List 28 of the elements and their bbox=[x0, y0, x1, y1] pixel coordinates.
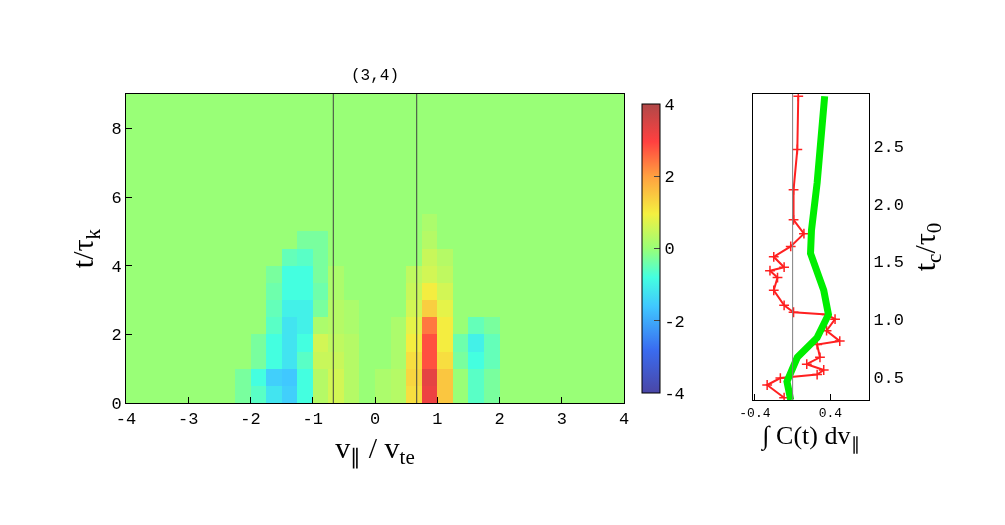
y-tick-label: 8 bbox=[111, 120, 122, 140]
y2-tick-label: 2.5 bbox=[873, 137, 905, 157]
color-bar-label: -4 bbox=[664, 384, 685, 404]
y2-tick-label: 2.0 bbox=[873, 195, 905, 215]
chart-title: (3,4) bbox=[350, 67, 400, 85]
x-tick-label: -1 bbox=[302, 410, 323, 430]
x-tick-label: -2 bbox=[240, 410, 261, 430]
x-tick-label: -3 bbox=[178, 410, 199, 430]
x-tick-label: -4 bbox=[115, 410, 137, 430]
y-tick-label: 6 bbox=[111, 188, 122, 208]
y2-tick-label: 1.5 bbox=[873, 253, 905, 273]
x-tick-label: 1 bbox=[432, 410, 443, 430]
x-axis-title: v$_{∥}$ / v$_{te}$ bbox=[335, 430, 415, 470]
x-tick-label: 2 bbox=[494, 410, 505, 430]
y2-tick-label: 0.5 bbox=[873, 368, 905, 388]
x-tick-label: 0 bbox=[369, 410, 381, 430]
x-tick-label: 0.4 bbox=[818, 405, 843, 421]
color-bar-label: 0 bbox=[664, 240, 675, 260]
color-bar-label: 2 bbox=[664, 168, 675, 188]
y-tick-label: 2 bbox=[111, 326, 122, 346]
x-tick-label: 3 bbox=[556, 410, 567, 430]
x-tick-label: -0.4 bbox=[739, 405, 771, 421]
y-tick-label: 4 bbox=[111, 257, 122, 277]
x-axis-title: ∫ C(t) dv$_{∥}$ bbox=[760, 421, 860, 454]
y2-tick-label: 1.0 bbox=[873, 311, 905, 331]
color-bar-label: -2 bbox=[664, 312, 685, 332]
x-tick-label: 4 bbox=[618, 410, 630, 430]
color-bar-label: 4 bbox=[664, 95, 675, 115]
